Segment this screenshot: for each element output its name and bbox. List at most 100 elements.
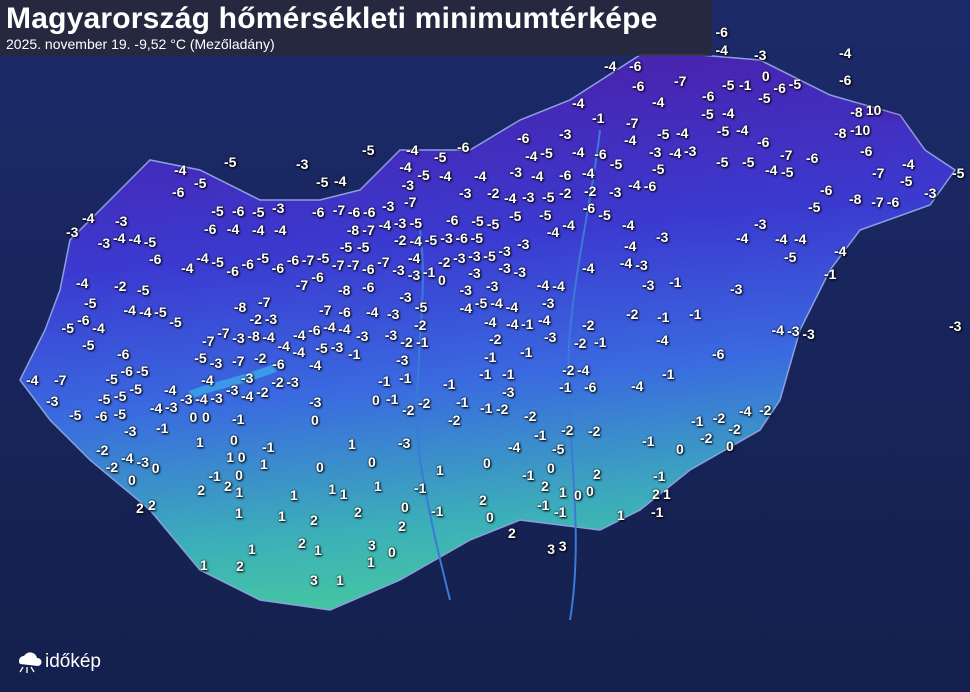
temperature-label: -5 xyxy=(224,153,237,170)
temperature-label: -4 xyxy=(201,371,214,388)
temperature-label: -6 xyxy=(241,255,254,272)
temperature-label: -5 xyxy=(211,253,224,270)
temperature-label: -3 xyxy=(210,389,223,406)
temperature-label: -5 xyxy=(137,281,150,298)
temperature-label: -1 xyxy=(262,438,275,455)
temperature-label: -3 xyxy=(949,317,962,334)
temperature-label: -1 xyxy=(484,349,497,366)
temperature-label: -6 xyxy=(886,193,900,210)
temperature-label: -4 xyxy=(619,255,633,272)
temperature-label: -5 xyxy=(69,406,82,423)
idokep-logo[interactable]: időkép xyxy=(16,650,101,674)
temperature-label: -4 xyxy=(736,122,749,139)
temperature-label: 2 xyxy=(508,524,516,541)
temperature-label: -2 xyxy=(487,185,500,202)
temperature-label: -3 xyxy=(124,422,137,439)
temperature-label: -4 xyxy=(292,343,305,360)
temperature-label: -7 xyxy=(626,114,639,131)
temperature-label: -6 xyxy=(594,145,607,162)
temperature-label: -3 xyxy=(165,399,178,416)
temperature-label: -4 xyxy=(715,41,728,58)
temperature-label: -2 xyxy=(712,409,726,426)
temperature-label: -3 xyxy=(232,329,245,346)
temperature-label: -3 xyxy=(468,247,481,264)
temperature-label: -1 xyxy=(521,315,534,332)
temperature-label: -3 xyxy=(66,223,79,240)
temperature-label: -5 xyxy=(113,405,127,422)
temperature-label: 0 xyxy=(676,440,684,457)
temperature-label: -6 xyxy=(149,251,162,268)
temperature-label: -4 xyxy=(546,224,560,241)
temperature-label: -3 xyxy=(136,453,149,470)
temperature-label: -4 xyxy=(241,387,254,404)
temperature-label: -5 xyxy=(169,313,182,330)
temperature-label: -7 xyxy=(872,164,885,181)
temperature-label: -4 xyxy=(120,449,134,466)
temperature-label: -4 xyxy=(562,216,575,233)
temperature-label: -1 xyxy=(689,305,702,322)
temperature-label: -3 xyxy=(609,183,622,200)
temperature-label: -4 xyxy=(508,438,521,455)
temperature-label: -2 xyxy=(489,331,502,348)
temperature-label: -5 xyxy=(194,349,207,366)
temperature-label: 2 xyxy=(593,465,601,482)
temperature-label: -4 xyxy=(676,125,689,142)
temperature-label: -4 xyxy=(656,331,669,348)
temperature-label: -6 xyxy=(517,129,530,146)
temperature-label: -6 xyxy=(820,181,833,198)
temperature-label: -5 xyxy=(434,148,447,165)
temperature-label: -6 xyxy=(362,261,375,278)
temperature-label: 0 xyxy=(372,392,380,409)
temperature-label: -4 xyxy=(771,321,784,338)
temperature-label: -4 xyxy=(631,377,644,394)
temperature-label: -3 xyxy=(542,294,555,311)
temperature-label: -6 xyxy=(271,259,285,276)
temperature-label: -5 xyxy=(781,164,794,181)
temperature-label: -5 xyxy=(136,363,149,380)
temperature-label: -5 xyxy=(701,105,714,122)
temperature-label: 1 xyxy=(226,448,234,465)
temperature-label: 0 xyxy=(761,67,770,84)
temperature-label: -5 xyxy=(486,215,500,232)
temperature-label: -5 xyxy=(784,248,797,265)
temperature-label: -2 xyxy=(700,430,713,447)
temperature-label: -6 xyxy=(95,407,108,424)
temperature-label: -1 xyxy=(657,308,670,325)
temperature-label: -1 xyxy=(378,373,391,390)
temperature-label: 1 xyxy=(314,541,322,558)
temperature-label: -5 xyxy=(105,371,118,388)
temperature-label: -8 xyxy=(834,124,847,141)
temperature-label: -3 xyxy=(754,46,767,63)
temperature-label: -4 xyxy=(439,167,452,184)
temperature-label: -2 xyxy=(418,394,431,411)
temperature-label: -3 xyxy=(330,338,344,355)
temperature-label: -4 xyxy=(128,230,141,247)
temperature-label: -6 xyxy=(338,303,351,320)
temperature-label: -1 xyxy=(232,410,245,427)
temperature-label: -6 xyxy=(839,71,852,88)
temperature-label: -5 xyxy=(483,247,496,264)
temperature-label: 1 xyxy=(559,483,567,500)
temperature-label: -1 xyxy=(386,390,399,407)
temperature-label: -5 xyxy=(952,164,965,181)
temperature-label: -1 xyxy=(642,432,655,449)
temperature-label: -4 xyxy=(409,232,422,249)
temperature-label: -5 xyxy=(211,203,224,220)
temperature-label: -3 xyxy=(407,267,421,284)
temperature-label: -5 xyxy=(315,339,328,356)
temperature-label: -3 xyxy=(241,370,254,387)
temperature-label: -5 xyxy=(788,75,802,92)
temperature-label: -3 xyxy=(398,434,411,451)
temperature-label: -5 xyxy=(256,249,270,266)
temperature-label: -5 xyxy=(722,76,735,93)
temperature-label: 0 xyxy=(235,466,243,483)
temperature-label: 0 xyxy=(128,471,136,488)
temperature-label: -4 xyxy=(293,326,306,343)
temperature-label: -6 xyxy=(286,251,300,268)
temperature-label: -4 xyxy=(794,231,807,248)
temperature-label: -5 xyxy=(758,89,771,106)
temperature-label: -5 xyxy=(609,155,623,172)
temperature-label: -2 xyxy=(574,334,587,351)
temperature-label: -3 xyxy=(656,228,669,245)
temperature-label: -1 xyxy=(537,496,550,513)
